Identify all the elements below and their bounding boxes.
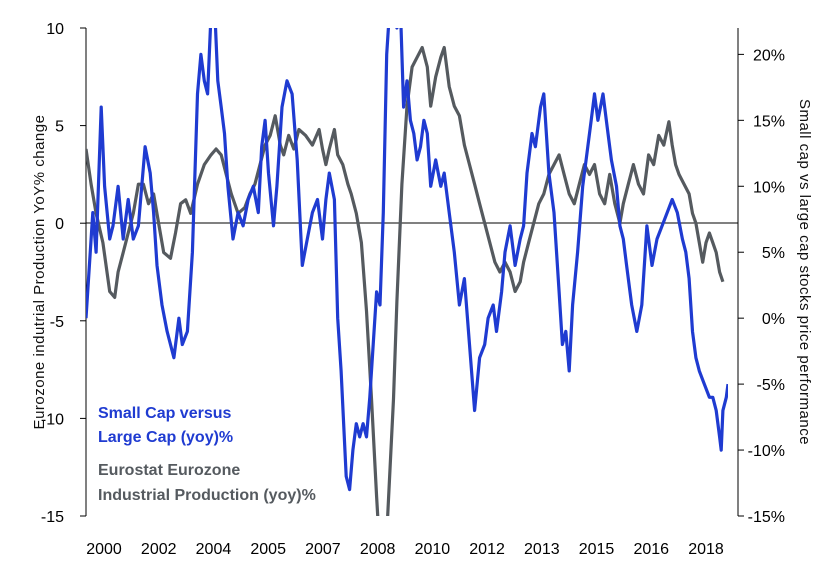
- left-tick-label: 5: [55, 119, 64, 136]
- right-tick-label: 5%: [762, 245, 785, 262]
- right-tick-label: -10%: [748, 443, 785, 460]
- x-tick-label: 2016: [633, 541, 669, 558]
- right-tick-label: 15%: [753, 113, 785, 130]
- left-tick-label: 10: [46, 21, 64, 38]
- left-tick-label: -10: [41, 411, 64, 428]
- legend-small-cap-line2: Large Cap (yoy)%: [98, 429, 233, 446]
- legend-ip-line2: Industrial Production (yoy)%: [98, 487, 316, 504]
- x-tick-label: 2004: [196, 541, 232, 558]
- x-tick-label: 2008: [360, 541, 396, 558]
- x-tick-label: 2005: [250, 541, 286, 558]
- x-tick-label: 2007: [305, 541, 341, 558]
- series-line-industrial-production: [86, 45, 725, 516]
- legend-small-cap-line1: Small Cap versus: [98, 405, 232, 422]
- x-tick-label: 2012: [469, 541, 505, 558]
- right-tick-label: 0%: [762, 311, 785, 328]
- x-tick-label: 2010: [415, 541, 451, 558]
- x-tick-label: 2015: [579, 541, 615, 558]
- right-tick-label: -5%: [757, 377, 785, 394]
- left-tick-label: -5: [50, 314, 64, 331]
- left-axis-ticks: 10 5 0 -5 -10 -15: [41, 21, 86, 526]
- legend-ip-line1: Eurostat Eurozone: [98, 462, 240, 479]
- right-axis-title: Small cap vs large cap stocks price perf…: [796, 99, 813, 445]
- series-line-small-cap: [86, 28, 728, 492]
- right-tick-label: 20%: [753, 47, 785, 64]
- left-tick-label: -15: [41, 509, 64, 526]
- x-tick-label: 2018: [688, 541, 724, 558]
- x-axis-ticks: 2000 2002 2004 2005 2007 2008 2010 2012 2013 2015…: [86, 541, 724, 558]
- left-axis-title: Eurozone indutrial Production YoY% chang…: [31, 115, 48, 430]
- left-tick-label: 0: [55, 216, 64, 233]
- x-tick-label: 2013: [524, 541, 560, 558]
- x-tick-label: 2000: [86, 541, 122, 558]
- right-tick-label: 10%: [753, 179, 785, 196]
- right-tick-label: -15%: [748, 509, 785, 526]
- x-tick-label: 2002: [141, 541, 177, 558]
- right-axis-ticks: 20% 15% 10% 5% 0% -5% -10% -15%: [738, 47, 785, 526]
